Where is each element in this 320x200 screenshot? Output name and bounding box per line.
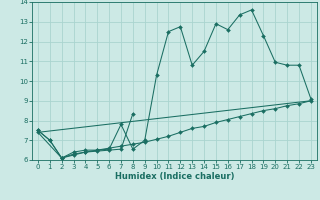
X-axis label: Humidex (Indice chaleur): Humidex (Indice chaleur) <box>115 172 234 181</box>
